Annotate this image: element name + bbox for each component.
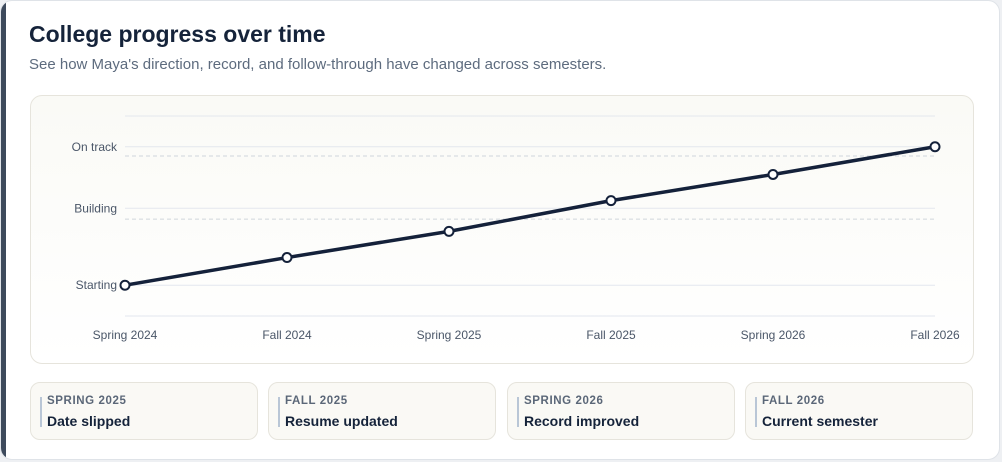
milestone-event: Record improved (524, 413, 640, 429)
milestone-term: Spring 2026 (524, 395, 604, 407)
milestone-card: Spring 2026 Record improved (507, 382, 735, 440)
x-tick-label: Fall 2026 (910, 328, 960, 342)
milestone-card: Fall 2026 Current semester (745, 382, 973, 440)
milestone-term: Fall 2026 (762, 395, 825, 407)
milestone-event: Current semester (762, 413, 878, 429)
progress-line-chart: Starting Building On track Spring 2024 Fall … (72, 115, 960, 342)
milestone-accent-line (755, 397, 757, 427)
data-point (119, 279, 131, 291)
milestone-accent-line (278, 397, 280, 427)
milestone-event: Resume updated (285, 413, 398, 429)
data-point (443, 225, 455, 237)
x-tick-label: Spring 2024 (93, 328, 158, 342)
milestone-accent-line (40, 397, 42, 427)
x-tick-label: Spring 2026 (741, 328, 806, 342)
y-tick-label: Building (74, 201, 117, 215)
milestone-term: Spring 2025 (47, 395, 127, 407)
y-tick-label: Starting (76, 278, 117, 292)
x-tick-label: Spring 2025 (417, 328, 482, 342)
progress-series-line (123, 145, 937, 287)
milestone-term: Fall 2025 (285, 395, 348, 407)
data-point (605, 195, 617, 207)
page-subtitle: See how Maya's direction, record, and fo… (29, 56, 607, 73)
data-point (767, 168, 779, 180)
chart-panel: Starting Building On track Spring 2024 Fall … (30, 95, 974, 364)
data-point (929, 141, 941, 153)
milestone-event: Date slipped (47, 413, 131, 429)
milestone-accent-line (517, 397, 519, 427)
milestone-list: Spring 2025 Date slipped Fall 2025 Resum… (30, 382, 974, 440)
x-tick-label: Fall 2025 (586, 328, 636, 342)
milestone-card: Spring 2025 Date slipped (30, 382, 258, 440)
data-point (281, 252, 293, 264)
y-tick-label: On track (72, 140, 118, 154)
page-title: College progress over time (29, 21, 326, 47)
x-tick-label: Fall 2024 (262, 328, 312, 342)
milestone-card: Fall 2025 Resume updated (268, 382, 496, 440)
accent-bar (1, 1, 6, 459)
